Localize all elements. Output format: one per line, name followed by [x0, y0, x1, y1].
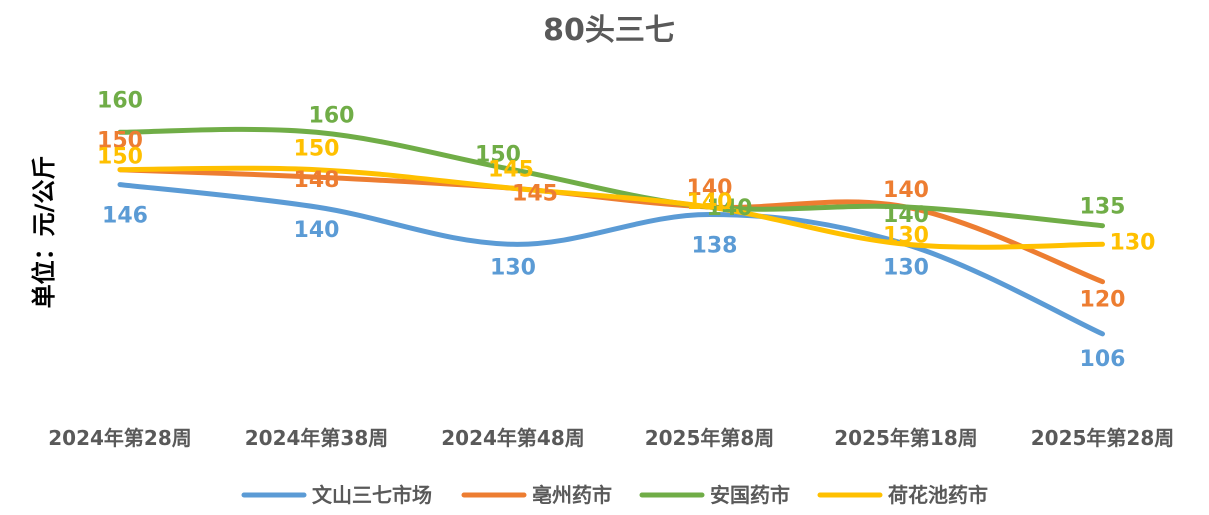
- data-label: 160: [97, 88, 143, 113]
- series-lines: [117, 126, 1105, 337]
- legend: 文山三七市场 亳州药市 安国药市 荷花池药市: [241, 483, 988, 507]
- data-label: 150: [475, 143, 521, 168]
- chart-title: 80头三七: [543, 13, 675, 48]
- x-tick-label: 2024年第48周: [441, 426, 585, 450]
- data-label: 145: [488, 157, 534, 182]
- x-axis-ticks: 2024年第28周 2024年第38周 2024年第48周 2025年第8周 2025年…: [48, 426, 1174, 450]
- legend-entry: 荷花池药市: [888, 483, 988, 507]
- y-axis-label: 单位：元/公斤: [30, 156, 58, 309]
- data-label: 130: [490, 255, 536, 280]
- data-label: 130: [883, 255, 929, 280]
- x-tick-label: 2025年第28周: [1031, 426, 1175, 450]
- data-label: 140: [687, 176, 733, 201]
- data-label: 130: [883, 223, 929, 248]
- series-line-4: [117, 165, 1105, 250]
- legend-entry: 文山三七市场: [312, 483, 432, 507]
- data-label: 150: [97, 145, 143, 170]
- data-label: 138: [692, 233, 738, 258]
- data-label: 135: [1080, 195, 1126, 220]
- data-label: 160: [309, 103, 355, 128]
- data-label: 145: [512, 181, 558, 206]
- data-label: 148: [294, 168, 340, 193]
- x-tick-label: 2025年第8周: [645, 426, 775, 450]
- data-label: 140: [294, 218, 340, 243]
- series-line-1: [117, 182, 1105, 337]
- legend-entry: 亳州药市: [532, 483, 612, 507]
- data-label: 140: [687, 190, 733, 215]
- data-label: 150: [294, 137, 340, 162]
- x-tick-label: 2024年第28周: [48, 426, 192, 450]
- legend-entry: 安国药市: [710, 483, 790, 507]
- series-line-3: [117, 126, 1105, 229]
- x-tick-label: 2024年第38周: [245, 426, 389, 450]
- data-label: 140: [707, 196, 753, 221]
- data-label: 150: [97, 129, 143, 154]
- data-label: 106: [1080, 347, 1126, 372]
- data-label: 130: [1110, 230, 1156, 255]
- data-label: 146: [102, 204, 148, 229]
- data-label: 140: [883, 178, 929, 203]
- data-label: 140: [883, 203, 929, 228]
- data-label: 120: [1080, 288, 1126, 313]
- x-tick-label: 2025年第18周: [834, 426, 978, 450]
